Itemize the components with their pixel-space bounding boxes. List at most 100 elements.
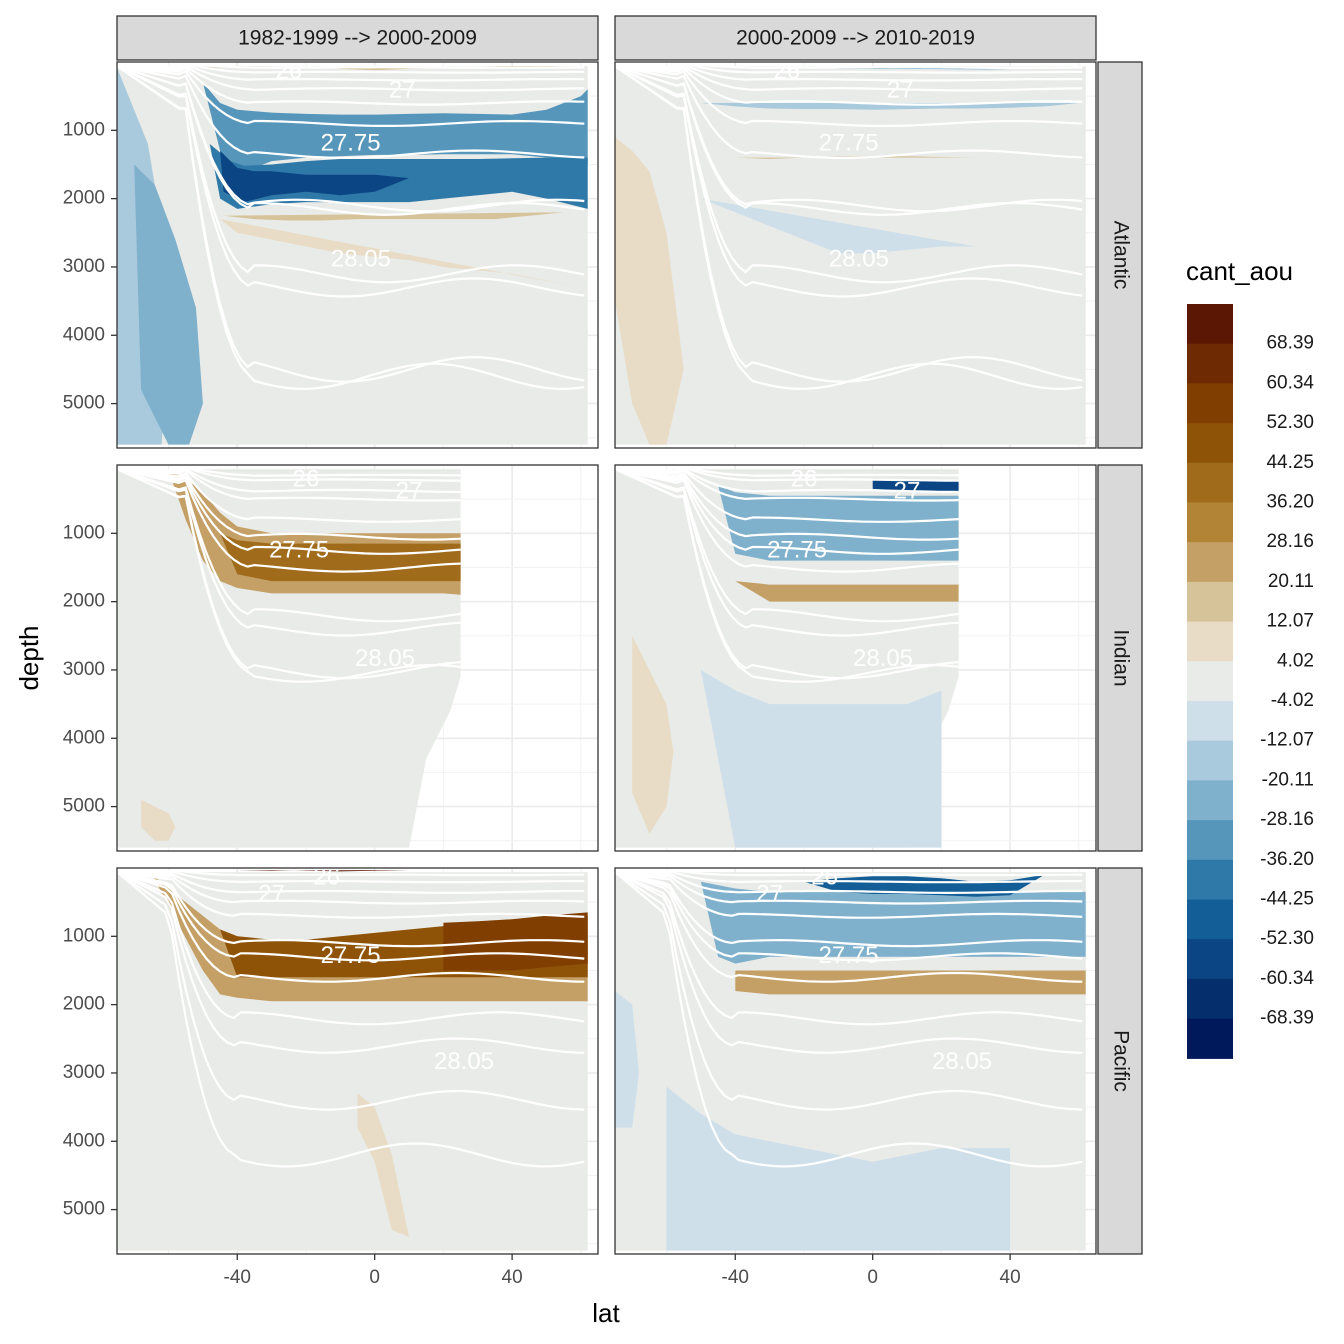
contour-band-4: [615, 991, 639, 1128]
isopycnal-line: [615, 468, 959, 637]
legend: 68.39 60.34 52.30 44.25 36.20 28.16 20.11 12.07…: [1187, 304, 1314, 1059]
isopycnal-line: [117, 468, 461, 637]
contour-band-2: [141, 799, 176, 841]
isopycnal-line: [117, 871, 585, 962]
isopycnal-line: [117, 468, 461, 683]
contour-band-1: [700, 103, 1079, 110]
isopycnal-label: 27.75: [321, 942, 381, 969]
isopycnal-line: [615, 62, 1083, 74]
legend-label: -60.34: [1260, 968, 1314, 989]
y-tick-label: 4000: [63, 1130, 105, 1151]
isopycnal-line: [615, 65, 1083, 298]
isopycnal-line: [117, 871, 585, 1054]
isopycnal-line: [615, 468, 959, 523]
y-tick-label: 2000: [63, 591, 105, 612]
isopycnal-label: 28.05: [434, 1048, 494, 1075]
legend-label: -44.25: [1260, 889, 1314, 910]
isopycnal-line: [117, 65, 585, 127]
isopycnal-line: [615, 466, 959, 482]
isopycnal-label: 27.75: [819, 129, 879, 156]
x-axis-title: lat: [592, 1298, 620, 1328]
isopycnal-line: [117, 466, 461, 482]
contour-band-3: [357, 1093, 409, 1237]
facet-strips: 1982-1999 --> 2000-2009 2000-2009 --> 201…: [116, 15, 1143, 1255]
isopycnal-line: [615, 871, 1083, 894]
isopycnal-line: [117, 871, 585, 894]
row-strip-label: Atlantic: [1109, 221, 1132, 290]
isopycnal-line: [117, 871, 585, 983]
column-strip-1: 2000-2009 --> 2010-2019: [614, 15, 1097, 61]
isopycnal-line: [117, 871, 585, 905]
panel-border: [116, 464, 599, 852]
y-tick-label: 3000: [63, 659, 105, 680]
isopycnal-line: [117, 871, 585, 1026]
isopycnal-line: [117, 65, 585, 390]
isopycnal-line: [615, 871, 1083, 905]
isopycnal-line: [117, 871, 585, 1168]
contour-band-3: [209, 144, 588, 209]
contour-band-0: [718, 485, 959, 561]
isopycnal-line: [615, 468, 959, 573]
legend-label: 68.39: [1266, 333, 1314, 354]
isopycnal-label: 28.05: [829, 245, 889, 272]
legend-label: 60.34: [1266, 372, 1314, 393]
legend-color-bin: [1187, 820, 1233, 861]
panel-border: [614, 61, 1097, 449]
legend-color-bin: [1187, 978, 1233, 1020]
legend-color-bin: [1187, 701, 1233, 742]
legend-label: -36.20: [1260, 849, 1314, 870]
y-tick-label: 5000: [63, 796, 105, 817]
isopycnal-label: 27: [396, 478, 423, 505]
y-tick-label: 5000: [63, 393, 105, 414]
isopycnal-label: 26: [313, 864, 340, 891]
isopycnal-line: [615, 468, 959, 683]
isopycnal-line: [615, 871, 1083, 948]
isopycnal-line: [117, 65, 585, 106]
isopycnal-label: 26: [811, 864, 838, 891]
y-tick-label: 4000: [63, 324, 105, 345]
y-tick-label: 1000: [63, 522, 105, 543]
legend-label: 52.30: [1266, 412, 1314, 433]
y-tick-label: 4000: [63, 727, 105, 748]
contour-band-2: [735, 581, 959, 602]
contour-band-5: [220, 219, 581, 288]
row-strip-pacific: Pacific: [1097, 867, 1143, 1255]
isopycnal-line: [615, 468, 959, 555]
y-tick-label: 1000: [63, 925, 105, 946]
isopycnal-line: [117, 62, 585, 74]
isopycnal-label: 27.75: [767, 536, 827, 563]
legend-label: 36.20: [1266, 492, 1314, 513]
isopycnal-line: [615, 871, 1083, 1168]
legend-label: -52.30: [1260, 928, 1314, 949]
x-tick-label: -40: [722, 1267, 749, 1288]
isopycnal-line: [117, 63, 585, 82]
legend-label: 20.11: [1268, 571, 1314, 592]
isopycnal-line: [615, 62, 1083, 69]
panels: 26 27 27.75 28.05 26 27 27.75 28.05 26 27 27.75 28.…: [116, 61, 1097, 1255]
isopycnal-line: [615, 871, 1083, 919]
isopycnal-line: [615, 868, 1083, 877]
isopycnal-line: [615, 64, 1083, 92]
x-tick-label: 40: [502, 1267, 523, 1288]
legend-color-bin: [1187, 621, 1233, 662]
isopycnal-line: [117, 65, 585, 298]
isopycnal-line: [117, 65, 585, 216]
row-strip-label: Indian: [1109, 629, 1132, 686]
isopycnal-line: [615, 871, 1083, 1111]
isopycnal-line: [615, 871, 1083, 983]
panel-border: [116, 61, 599, 449]
legend-color-bin: [1187, 740, 1233, 781]
legend-title: cant_aou: [1186, 256, 1293, 286]
isopycnal-label: 26: [791, 465, 818, 492]
y-tick-label: 1000: [63, 119, 105, 140]
isopycnal-line: [615, 871, 1083, 1026]
contour-band-0: [615, 137, 684, 445]
isopycnal-line: [117, 468, 461, 623]
ocean-domain-fill: [615, 66, 1086, 445]
contour-band-3: [666, 1086, 1011, 1251]
contour-band-4: [237, 870, 409, 872]
isopycnal-line: [615, 65, 1083, 106]
legend-label: 4.02: [1277, 650, 1314, 671]
legend-color-bin: [1187, 462, 1233, 504]
